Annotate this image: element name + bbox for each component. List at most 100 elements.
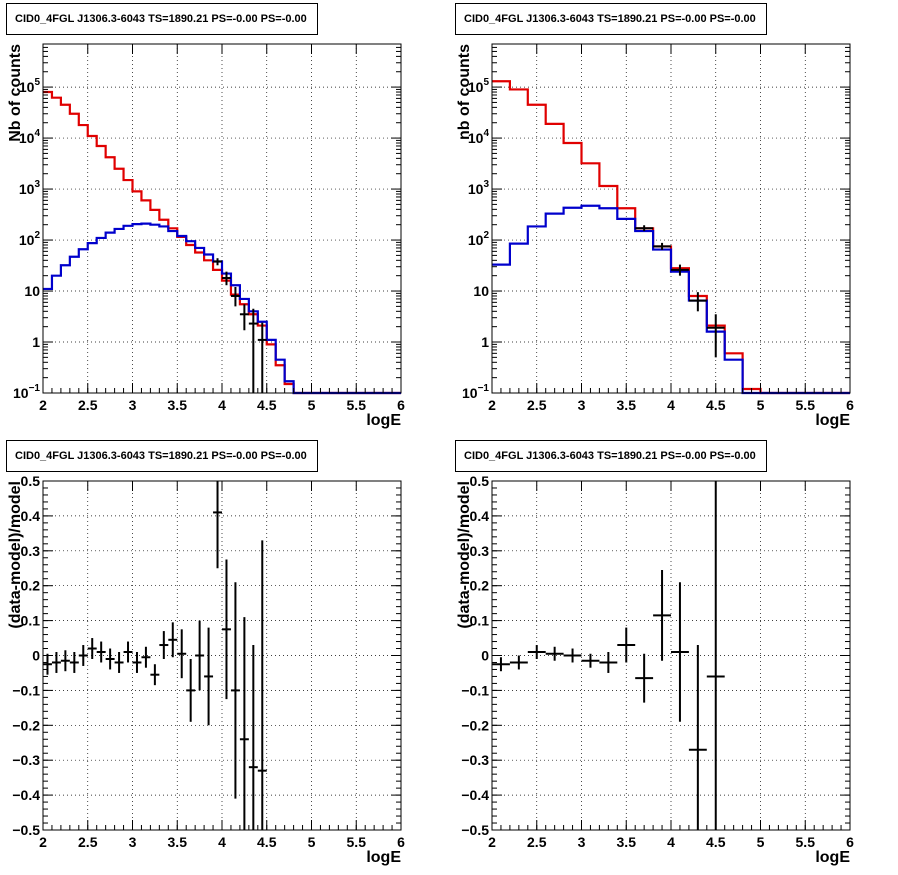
data-point [141,646,151,668]
data-point [168,622,178,658]
y-tick-label: 10−1 [462,383,489,401]
x-tick-label: 4 [667,834,675,850]
x-tick-label: 5 [757,397,765,413]
chart-svg-bottom-left: 2 2.5 3 3.5 4 4.5 5 5.5 6 −0.5 −0.4 −0.3 −0.2 −0.1 0 0.… [7,473,405,866]
y-tick-label: 104 [19,128,41,146]
x-axis-title: logE [366,412,401,429]
y-tick-label: 10 [24,283,40,299]
chart-svg-bottom-right: 2 2.5 3 3.5 4 4.5 5 5.5 6 −0.5 −0.4 −0.3 −0.2 −0.1 0 0.… [456,473,854,866]
x-tick-label: 2.5 [527,834,547,850]
y-tick-label: 0.5 [21,473,41,489]
x-axis-title: logE [815,849,850,866]
data-point [635,225,654,232]
data-point [248,308,258,393]
y-tick-label: −0.1 [461,682,489,698]
y-tick-label: 1 [481,334,489,350]
y-tick-label: −0.2 [12,717,40,733]
x-tick-label: 4.5 [257,834,277,850]
x-tick-label: 5.5 [796,834,816,850]
data-point [123,641,133,663]
x-tick-label: 4.5 [706,397,726,413]
data-point [204,627,214,726]
x-tick-label: 5.5 [347,834,367,850]
x-tick-label: 3.5 [168,397,188,413]
y-axis-title: (data-model)/model [7,481,24,629]
y-axis-title: Nb of counts [7,44,24,142]
data-point [96,641,106,663]
x-tick-label: 3.5 [617,397,637,413]
data-point [239,617,249,830]
chart-title: CID0_4FGL J1306.3-6043 TS=1890.21 PS=-0.… [6,440,318,472]
x-tick-label: 2 [39,834,47,850]
x-axis-title: logE [366,849,401,866]
data-point [230,286,240,307]
y-tick-label: 0.5 [470,473,490,489]
data-point [114,652,124,673]
data-point [51,652,61,673]
x-tick-label: 4.5 [257,397,277,413]
pad-top-left: 2 2.5 3 3.5 4 4.5 5 5.5 6 10−1 1 10 102 103 104 105 logE… [0,0,449,437]
y-tick-label: 105 [468,77,490,95]
y-tick-label: 0 [481,648,489,664]
x-tick-label: 3 [578,397,586,413]
data-point [527,645,546,659]
x-tick-label: 2 [488,397,496,413]
data-point [87,638,97,659]
data-point [509,655,528,670]
data-point [688,645,707,830]
x-tick-label: 6 [846,834,854,850]
data-point [617,627,636,663]
x-tick-label: 2.5 [78,834,98,850]
y-tick-label: −0.2 [461,717,489,733]
chart-title: CID0_4FGL J1306.3-6043 TS=1890.21 PS=-0.… [455,3,767,35]
data-point [653,569,671,661]
x-tick-label: 2.5 [78,397,98,413]
y-tick-label: 0.3 [21,543,41,559]
data-point [257,540,267,830]
data-point [239,304,249,331]
data-point [599,652,618,673]
data-point [230,582,240,799]
data-point [213,481,222,569]
data-point [222,271,231,286]
data-point [150,664,160,686]
x-tick-label: 5 [308,834,316,850]
y-tick-label: 0.4 [21,508,41,524]
data-point [545,646,564,661]
x-tick-label: 2 [488,834,496,850]
data-point [105,648,115,670]
data-point [706,481,725,830]
x-tick-label: 3 [129,397,137,413]
y-tick-label: −0.3 [12,752,40,768]
pad-bottom-right: 2 2.5 3 3.5 4 4.5 5 5.5 6 −0.5 −0.4 −0.3 −0.2 −0.1 0 0.… [449,437,898,875]
x-tick-label: 5 [757,834,765,850]
data-point [248,645,258,830]
x-tick-label: 4.5 [706,834,726,850]
x-tick-label: 3 [578,834,586,850]
data-point [60,650,70,672]
x-tick-label: 4 [218,397,226,413]
data-point [563,648,582,663]
x-tick-label: 3.5 [617,834,637,850]
y-tick-label: 0.1 [470,613,490,629]
y-tick-label: 102 [468,230,490,248]
data-point [43,653,52,675]
x-tick-label: 4 [667,397,675,413]
chart-svg-top-right: 2 2.5 3 3.5 4 4.5 5 5.5 6 10−1 1 10 102 103 104 105 logE… [456,43,854,429]
y-tick-label: 104 [468,128,490,146]
y-tick-label: 103 [19,179,41,197]
data-point [257,322,267,393]
y-tick-label: −0.4 [12,787,40,803]
data-point [132,652,142,673]
y-tick-label: 0 [32,648,40,664]
x-axis-title: logE [815,412,850,429]
y-tick-label: 10 [473,283,489,299]
data-point [653,242,671,250]
y-tick-label: 1 [32,334,40,350]
y-tick-label: −0.1 [12,682,40,698]
y-tick-label: 0.1 [21,613,41,629]
data-point [671,264,689,276]
data-point [177,629,187,679]
x-tick-label: 3.5 [168,834,188,850]
x-tick-label: 6 [397,834,405,850]
